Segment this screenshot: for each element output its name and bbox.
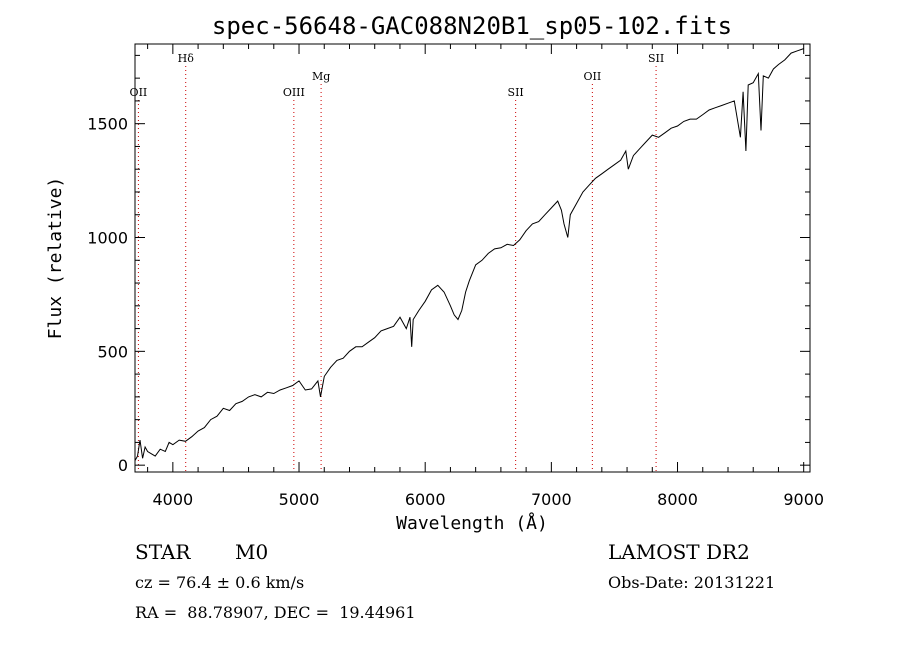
axis-tick-labels: 4000 5000 6000 7000 8000 9000 0 500 1000 1500 (87, 115, 824, 509)
x-tick-label-3: 7000 (531, 490, 572, 509)
x-tick-label-0: 4000 (152, 490, 193, 509)
object-type: STAR (135, 540, 191, 564)
marker-label-5: OII (584, 70, 602, 83)
x-tick-label-1: 5000 (279, 490, 320, 509)
marker-label-1: Hδ (178, 52, 195, 65)
y-tick-label-2: 1000 (87, 229, 128, 248)
x-tick-label-2: 6000 (405, 490, 446, 509)
marker-label-3: Mg (312, 70, 330, 83)
marker-label-2: OIII (283, 86, 305, 99)
x-tick-label-5: 9000 (783, 490, 824, 509)
x-axis-label: Wavelength (Å) (396, 512, 548, 534)
marker-label-4: SII (508, 86, 524, 99)
observation-date: Obs-Date: 20131221 (608, 573, 776, 592)
survey-name: LAMOST DR2 (608, 540, 750, 564)
marker-label-0: OII (130, 86, 148, 99)
y-tick-label-1: 500 (97, 342, 128, 361)
marker-label-6: SII (648, 52, 664, 65)
sky-coordinates: RA = 88.78907, DEC = 19.44961 (135, 603, 416, 622)
emission-line-markers: OII Hδ OIII Mg SII OII SII (130, 52, 664, 472)
x-tick-label-4: 8000 (657, 490, 698, 509)
axis-ticks (135, 44, 810, 472)
object-subclass: M0 (235, 540, 269, 564)
spectrum-line (134, 48, 804, 461)
y-tick-label-3: 1500 (87, 115, 128, 134)
y-tick-label-0: 0 (118, 456, 128, 475)
chart-title: spec-56648-GAC088N20B1_sp05-102.fits (212, 12, 732, 40)
plot-frame (134, 43, 811, 473)
redshift-value: cz = 76.4 ± 0.6 km/s (135, 573, 305, 592)
y-axis-label: Flux (relative) (45, 177, 66, 340)
